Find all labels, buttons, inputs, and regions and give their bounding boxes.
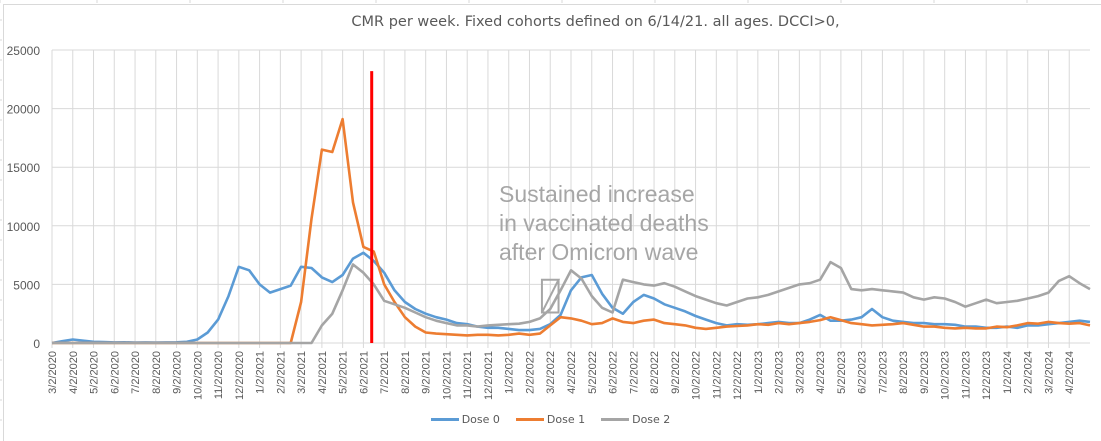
x-tick-label: 2/2/2023 <box>774 351 786 394</box>
legend-swatch-dose-0 <box>431 418 459 421</box>
x-tick-label: 3/2/2024 <box>1043 351 1055 394</box>
x-tick-label: 5/2/2021 <box>338 351 350 394</box>
y-tick-label: 10000 <box>7 220 41 234</box>
x-tick-label: 4/2/2023 <box>815 351 827 394</box>
x-tick-label: 10/2/2023 <box>940 351 952 400</box>
x-tick-label: 1/2/2022 <box>504 351 516 394</box>
x-tick-label: 6/2/2022 <box>608 351 620 394</box>
annotation-text: Sustained increase in vaccinated deaths … <box>499 180 709 267</box>
x-tick-label: 10/2/2022 <box>691 351 703 400</box>
annotation-line-3: after Omicron wave <box>499 239 698 265</box>
x-tick-label: 1/2/2021 <box>255 351 267 394</box>
x-tick-label: 11/2/2021 <box>462 351 474 399</box>
x-tick-label: 10/2/2020 <box>192 351 204 400</box>
x-tick-label: 7/2/2022 <box>628 351 640 394</box>
x-tick-label: 1/2/2024 <box>1002 351 1014 394</box>
x-tick-label: 12/2/2020 <box>234 351 246 400</box>
x-tick-label: 12/2/2022 <box>732 351 744 400</box>
x-tick-label: 11/2/2022 <box>711 351 723 399</box>
x-tick-label: 11/2/2023 <box>960 351 972 399</box>
x-tick-label: 7/2/2020 <box>130 351 142 394</box>
x-tick-label: 8/2/2023 <box>898 351 910 394</box>
x-tick-label: 11/2/2020 <box>213 351 225 399</box>
x-tick-label: 10/2/2021 <box>441 351 453 400</box>
legend-label-dose-0: Dose 0 <box>462 413 500 426</box>
x-tick-label: 3/2/2023 <box>794 351 806 394</box>
y-tick-label: 20000 <box>7 103 41 117</box>
x-tick-label: 2/2/2024 <box>1023 351 1035 394</box>
x-tick-label: 2/2/2021 <box>275 351 287 394</box>
annotation-line-1: Sustained increase <box>499 181 695 207</box>
x-tick-label: 6/2/2020 <box>109 351 121 394</box>
x-tick-label: 3/2/2020 <box>47 351 59 394</box>
x-tick-label: 4/2/2022 <box>566 351 578 394</box>
x-tick-label: 5/2/2023 <box>836 351 848 394</box>
x-tick-label: 4/2/2021 <box>317 351 329 394</box>
y-tick-label: 5000 <box>13 278 40 292</box>
x-tick-label: 4/2/2020 <box>68 351 80 394</box>
x-tick-label: 5/2/2022 <box>587 351 599 394</box>
annotation-line-2: in vaccinated deaths <box>499 210 709 236</box>
legend: Dose 0 Dose 1 Dose 2 <box>0 413 1101 426</box>
legend-swatch-dose-1 <box>516 418 544 421</box>
x-tick-label: 6/2/2021 <box>358 351 370 394</box>
x-tick-label: 7/2/2021 <box>379 351 391 394</box>
x-tick-label: 8/2/2020 <box>151 351 163 394</box>
x-tick-label: 8/2/2021 <box>400 351 412 394</box>
x-tick-label: 9/2/2021 <box>421 351 433 394</box>
x-tick-label: 2/2/2022 <box>524 351 536 394</box>
x-tick-label: 6/2/2023 <box>857 351 869 394</box>
legend-item-dose-0[interactable]: Dose 0 <box>431 413 500 426</box>
x-tick-label: 1/2/2023 <box>753 351 765 394</box>
x-tick-label: 3/2/2021 <box>296 351 308 394</box>
y-tick-label: 25000 <box>7 44 41 58</box>
x-tick-label: 9/2/2022 <box>670 351 682 394</box>
x-tick-label: 12/2/2023 <box>981 351 993 400</box>
legend-label-dose-1: Dose 1 <box>547 413 585 426</box>
legend-item-dose-2[interactable]: Dose 2 <box>601 413 670 426</box>
x-tick-label: 5/2/2020 <box>89 351 101 394</box>
legend-swatch-dose-2 <box>601 418 629 421</box>
x-tick-label: 8/2/2022 <box>649 351 661 394</box>
x-tick-label: 12/2/2021 <box>483 351 495 400</box>
x-tick-label: 9/2/2023 <box>919 351 931 394</box>
x-tick-label: 4/2/2024 <box>1064 351 1076 394</box>
y-tick-label: 15000 <box>7 161 41 175</box>
legend-label-dose-2: Dose 2 <box>632 413 670 426</box>
x-tick-label: 3/2/2022 <box>545 351 557 394</box>
legend-item-dose-1[interactable]: Dose 1 <box>516 413 585 426</box>
x-tick-label: 9/2/2020 <box>172 351 184 394</box>
x-tick-label: 7/2/2023 <box>877 351 889 394</box>
y-tick-label: 0 <box>33 337 40 351</box>
